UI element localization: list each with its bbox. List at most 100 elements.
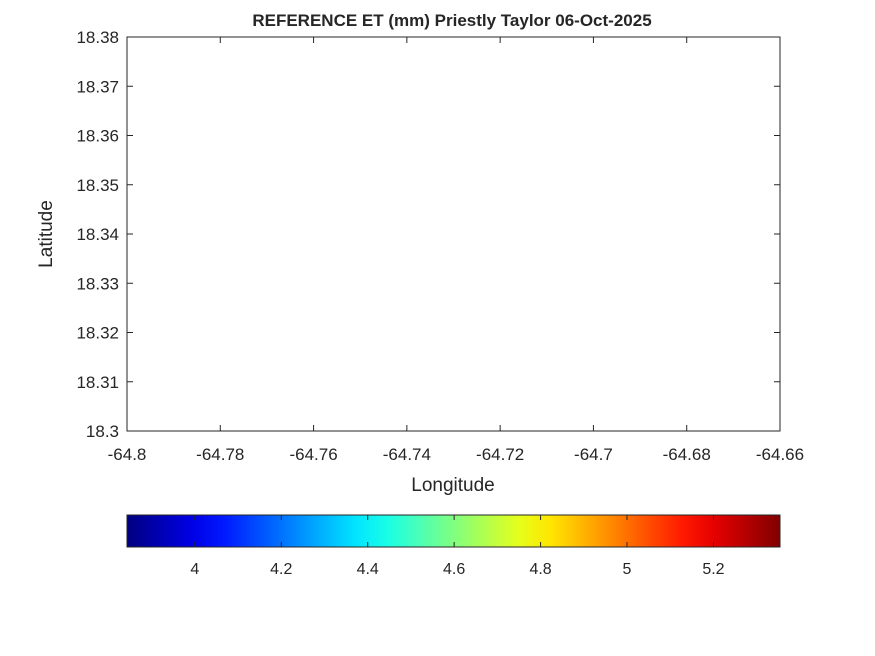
et-cell bbox=[721, 369, 725, 374]
et-cell bbox=[426, 302, 430, 307]
et-cell bbox=[348, 342, 352, 347]
et-cell bbox=[628, 318, 632, 323]
et-cell bbox=[300, 362, 304, 367]
et-cell bbox=[367, 377, 371, 382]
et-cell bbox=[408, 318, 412, 323]
et-cell bbox=[684, 381, 688, 386]
et-cell bbox=[609, 306, 613, 311]
et-cell bbox=[721, 287, 725, 292]
et-cell bbox=[329, 354, 333, 359]
et-cell bbox=[344, 334, 348, 339]
et-cell bbox=[482, 283, 486, 288]
et-cell bbox=[393, 283, 397, 288]
et-cell bbox=[703, 358, 707, 363]
et-cell bbox=[505, 318, 509, 323]
et-cell bbox=[426, 306, 430, 311]
et-cell bbox=[617, 283, 621, 288]
et-cell bbox=[419, 354, 423, 359]
et-cell bbox=[628, 369, 632, 374]
et-cell bbox=[441, 366, 445, 371]
et-cell bbox=[184, 373, 188, 378]
et-cell bbox=[150, 271, 154, 276]
et-cell bbox=[732, 350, 736, 355]
et-cell bbox=[344, 362, 348, 367]
et-cell bbox=[318, 342, 322, 347]
et-cell bbox=[680, 342, 684, 347]
et-cell bbox=[191, 354, 195, 359]
et-cell bbox=[531, 385, 535, 390]
et-cell bbox=[635, 326, 639, 331]
et-cell bbox=[326, 318, 330, 323]
et-cell bbox=[281, 334, 285, 339]
et-cell bbox=[326, 326, 330, 331]
et-cell bbox=[732, 299, 736, 304]
et-cell bbox=[240, 291, 244, 296]
et-cell bbox=[755, 346, 759, 351]
et-cell bbox=[389, 271, 393, 276]
et-cell bbox=[654, 306, 658, 311]
et-cell bbox=[270, 322, 274, 327]
et-cell bbox=[326, 377, 330, 382]
et-cell bbox=[195, 358, 199, 363]
et-cell bbox=[523, 291, 527, 296]
et-cell bbox=[169, 326, 173, 331]
et-cell bbox=[217, 314, 221, 319]
et-cell bbox=[199, 369, 203, 374]
et-cell bbox=[262, 381, 266, 386]
et-cell bbox=[639, 295, 643, 300]
et-cell bbox=[523, 302, 527, 307]
et-cell bbox=[225, 306, 229, 311]
et-cell bbox=[158, 334, 162, 339]
et-cell bbox=[307, 350, 311, 355]
et-cell bbox=[191, 366, 195, 371]
et-cell bbox=[732, 385, 736, 390]
et-cell bbox=[288, 283, 292, 288]
et-cell bbox=[374, 310, 378, 315]
et-cell bbox=[232, 377, 236, 382]
et-cell bbox=[617, 330, 621, 335]
et-cell bbox=[378, 334, 382, 339]
et-cell bbox=[397, 318, 401, 323]
et-cell bbox=[426, 326, 430, 331]
et-cell bbox=[494, 310, 498, 315]
et-cell bbox=[300, 330, 304, 335]
et-cell bbox=[490, 350, 494, 355]
et-cell bbox=[165, 306, 169, 311]
et-cell bbox=[259, 302, 263, 307]
et-cell bbox=[262, 334, 266, 339]
et-cell bbox=[150, 338, 154, 343]
et-cell bbox=[710, 377, 714, 382]
et-cell bbox=[531, 287, 535, 292]
et-cell bbox=[561, 299, 565, 304]
et-cell bbox=[565, 314, 569, 319]
et-cell bbox=[229, 326, 233, 331]
et-cell bbox=[628, 342, 632, 347]
et-cell bbox=[277, 342, 281, 347]
et-cell bbox=[673, 342, 677, 347]
et-cell bbox=[210, 346, 214, 351]
et-cell bbox=[266, 338, 270, 343]
et-cell bbox=[430, 334, 434, 339]
et-cell bbox=[535, 385, 539, 390]
et-cell bbox=[550, 299, 554, 304]
et-cell bbox=[195, 377, 199, 382]
et-cell bbox=[232, 322, 236, 327]
et-cell bbox=[609, 314, 613, 319]
et-cell bbox=[292, 342, 296, 347]
et-cell bbox=[169, 373, 173, 378]
et-cell bbox=[576, 369, 580, 374]
et-cell bbox=[169, 330, 173, 335]
et-cell bbox=[703, 314, 707, 319]
et-cell bbox=[703, 338, 707, 343]
et-cell bbox=[550, 358, 554, 363]
et-cell bbox=[169, 385, 173, 390]
et-cell bbox=[744, 362, 748, 367]
et-cell bbox=[352, 373, 356, 378]
et-cell bbox=[408, 283, 412, 288]
et-cell bbox=[296, 350, 300, 355]
et-cell bbox=[471, 295, 475, 300]
et-cell bbox=[329, 346, 333, 351]
et-cell bbox=[210, 291, 214, 296]
et-cell bbox=[180, 362, 184, 367]
et-cell bbox=[423, 326, 427, 331]
